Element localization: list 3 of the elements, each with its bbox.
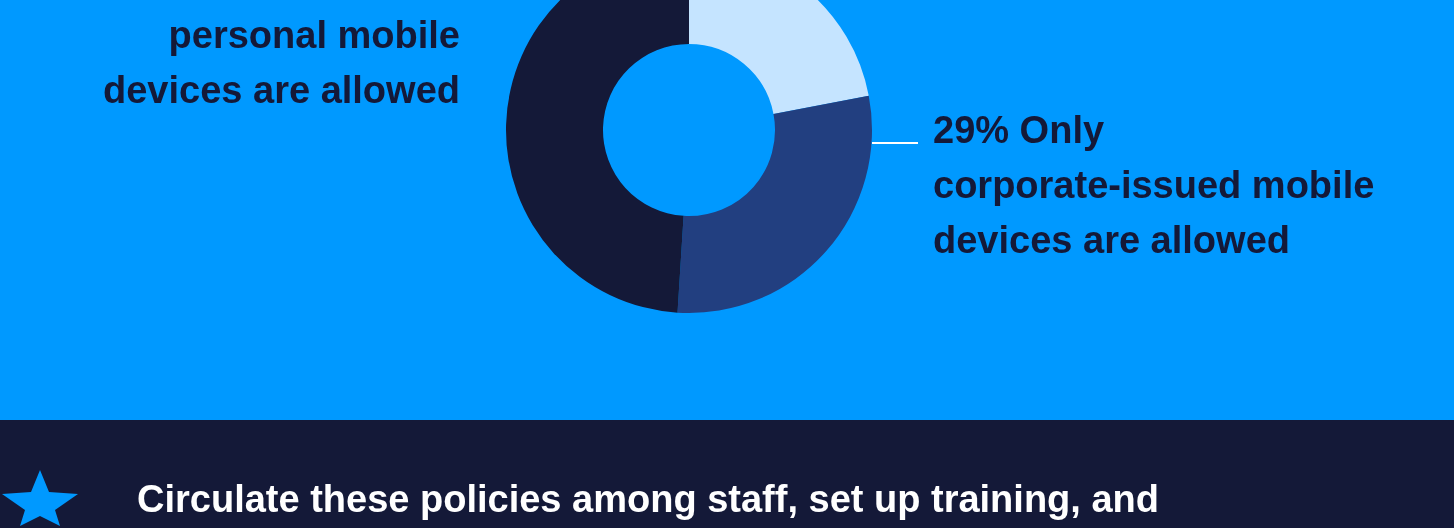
slice-label: personal mobile devices are allowed xyxy=(103,14,460,112)
text: Circulate these policies among staff, set up training, and xyxy=(137,478,1159,521)
slice-label: 29% Only corporate-issued mobile devices are allowed xyxy=(933,109,1375,262)
